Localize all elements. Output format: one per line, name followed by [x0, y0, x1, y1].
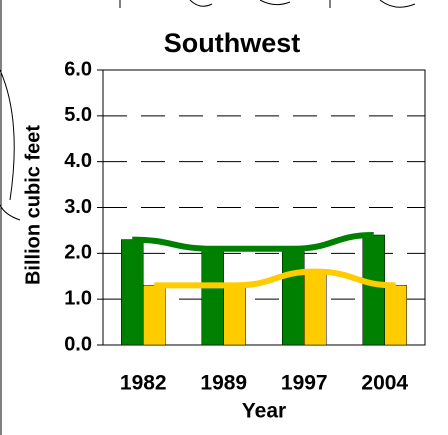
x-tick-label: 1997 — [281, 372, 328, 395]
bar — [143, 285, 166, 346]
bar — [362, 234, 385, 346]
bar — [121, 239, 144, 346]
x-tick-label: 2004 — [361, 372, 408, 395]
trend-line — [154, 268, 396, 289]
x-tick-label: 1989 — [200, 372, 247, 395]
y-tick-label: 4.0 — [64, 150, 92, 172]
y-tick-label: 6.0 — [64, 58, 92, 80]
y-tick-label: 3.0 — [64, 196, 92, 218]
y-tick-label: 0.0 — [64, 333, 92, 355]
x-tick-label: 1982 — [120, 372, 167, 395]
bar — [201, 248, 224, 346]
y-tick-label: 5.0 — [64, 104, 92, 126]
y-tick-label: 1.0 — [64, 287, 92, 309]
trend-line — [132, 232, 374, 252]
chart-title: Southwest — [164, 28, 301, 58]
bar — [304, 271, 327, 346]
bar — [223, 285, 246, 346]
y-tick-label: 2.0 — [64, 242, 92, 264]
y-axis-label: Billion cubic feet — [22, 125, 44, 285]
plot-frame — [102, 69, 426, 346]
bar — [282, 248, 305, 346]
x-axis-label: Year — [242, 400, 286, 423]
decoration — [0, 0, 416, 435]
bar — [384, 285, 407, 346]
